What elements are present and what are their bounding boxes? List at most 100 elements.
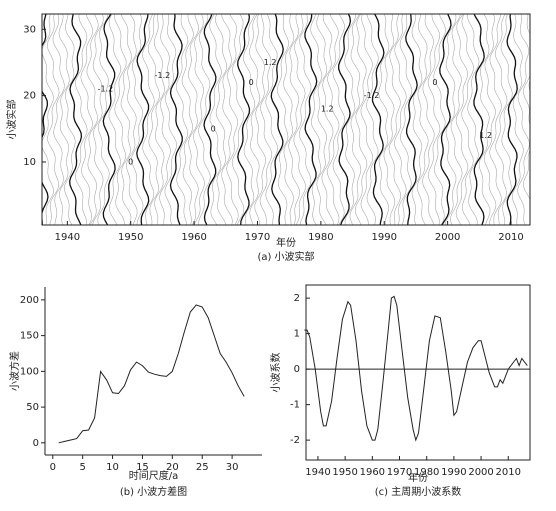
contour-line: [209, 14, 222, 225]
contour-line: [473, 14, 485, 225]
contour-line: [259, 14, 273, 225]
contour-line: [399, 14, 413, 225]
contour-line: [198, 14, 211, 225]
contour-line: [147, 14, 160, 225]
y-tick-label: 2: [294, 293, 300, 304]
y-tick-label: 10: [23, 157, 36, 168]
x-tick-label: 1950: [118, 232, 143, 243]
contour-line: [360, 14, 374, 225]
contour-label: 0: [432, 78, 437, 87]
contour-line: [366, 14, 379, 225]
contour-label: 1.2: [321, 104, 334, 113]
contour-label: -1.2: [98, 84, 114, 93]
x-tick-label: 1940: [305, 467, 330, 478]
contour-line: [159, 14, 171, 225]
contour-line: [416, 14, 429, 225]
contour-line: [226, 14, 239, 225]
contour-line: [63, 14, 76, 225]
caption: (c) 主周期小波系数: [375, 485, 461, 498]
x-tick-label: 25: [196, 462, 209, 473]
data-line: [58, 304, 245, 444]
contour-line: [427, 14, 441, 225]
x-tick-label: 15: [136, 462, 149, 473]
contour-line: [405, 14, 418, 225]
x-tick-label: 5: [79, 462, 85, 473]
contour-line: [489, 14, 502, 225]
y-axis-label: 小波系数: [269, 353, 282, 393]
contour-line: [298, 14, 312, 225]
contour-line: [304, 14, 318, 225]
x-tick-label: 1960: [360, 467, 385, 478]
y-tick-label: 0: [294, 364, 300, 375]
contour-line: [102, 14, 116, 225]
contour-line: [249, 14, 261, 225]
contour-line: [193, 14, 205, 225]
y-tick-label: 20: [23, 91, 36, 102]
contour-line: [270, 14, 284, 225]
x-tick-label: 1970: [245, 232, 270, 243]
contour-line: [120, 14, 132, 225]
contour-line: [42, 14, 54, 225]
contour-line: [371, 14, 385, 225]
x-tick-label: 1990: [441, 467, 466, 478]
contour-line: [283, 14, 295, 225]
contour-line: [344, 14, 356, 225]
x-tick-label: 1980: [308, 232, 333, 243]
contour-line: [439, 14, 452, 225]
contour-line: [394, 14, 407, 225]
contour-line: [276, 14, 289, 225]
contour-line: [517, 14, 530, 225]
contour-line: [221, 14, 233, 225]
contour-line: [153, 14, 165, 225]
contour-line: [461, 14, 474, 225]
contour-line: [411, 14, 423, 225]
contour-line: [58, 14, 70, 225]
contour-line: [310, 14, 323, 225]
contour-line: [478, 14, 491, 225]
x-tick-label: 2010: [496, 467, 521, 478]
contour-line: [231, 14, 245, 225]
contour-line: [237, 14, 251, 225]
contour-label: 0: [128, 157, 133, 166]
contour-line: [444, 14, 457, 225]
contour-line: [188, 14, 199, 225]
x-tick-label: 1950: [332, 467, 357, 478]
contour-line: [169, 14, 183, 225]
contour-line: [455, 14, 469, 225]
contour-line: [466, 14, 480, 225]
contour-label: 0: [249, 78, 254, 87]
contour-line: [215, 14, 228, 225]
contour-line: [69, 14, 83, 225]
contour-line: [265, 14, 278, 225]
y-tick-label: 50: [26, 402, 39, 413]
contour-label: -1.2: [364, 91, 380, 100]
contour-line: [378, 14, 390, 225]
y-axis-label: 小波实部: [5, 100, 18, 140]
contour-line: [535, 9, 546, 229]
contour-line: [332, 14, 346, 225]
y-tick-label: 1: [294, 329, 300, 340]
contour-label: 0: [211, 124, 216, 133]
contour-line: [388, 14, 402, 225]
x-tick-label: 20: [166, 462, 179, 473]
contour-line: [136, 14, 150, 225]
contour-line: [511, 14, 524, 225]
contour-line: [316, 14, 328, 225]
y-axis-label: 小波方差: [8, 351, 21, 391]
contour-line: [494, 14, 508, 225]
contour-line: [506, 14, 518, 225]
contour-line: [383, 14, 396, 225]
contour-line: [242, 14, 256, 225]
plot-frame: [41, 13, 531, 226]
x-tick-label: 1970: [387, 467, 412, 478]
x-tick-label: 30: [226, 462, 239, 473]
contour-label: 1.2: [479, 131, 492, 140]
contour-line: [114, 14, 127, 225]
contour-line: [354, 14, 368, 225]
y-tick-label: -2: [290, 435, 300, 446]
contour-line: [46, 14, 60, 225]
x-tick-label: 1990: [372, 232, 397, 243]
contour-line: [338, 14, 352, 225]
contour-line: [321, 14, 334, 225]
contour-line: [108, 14, 122, 225]
